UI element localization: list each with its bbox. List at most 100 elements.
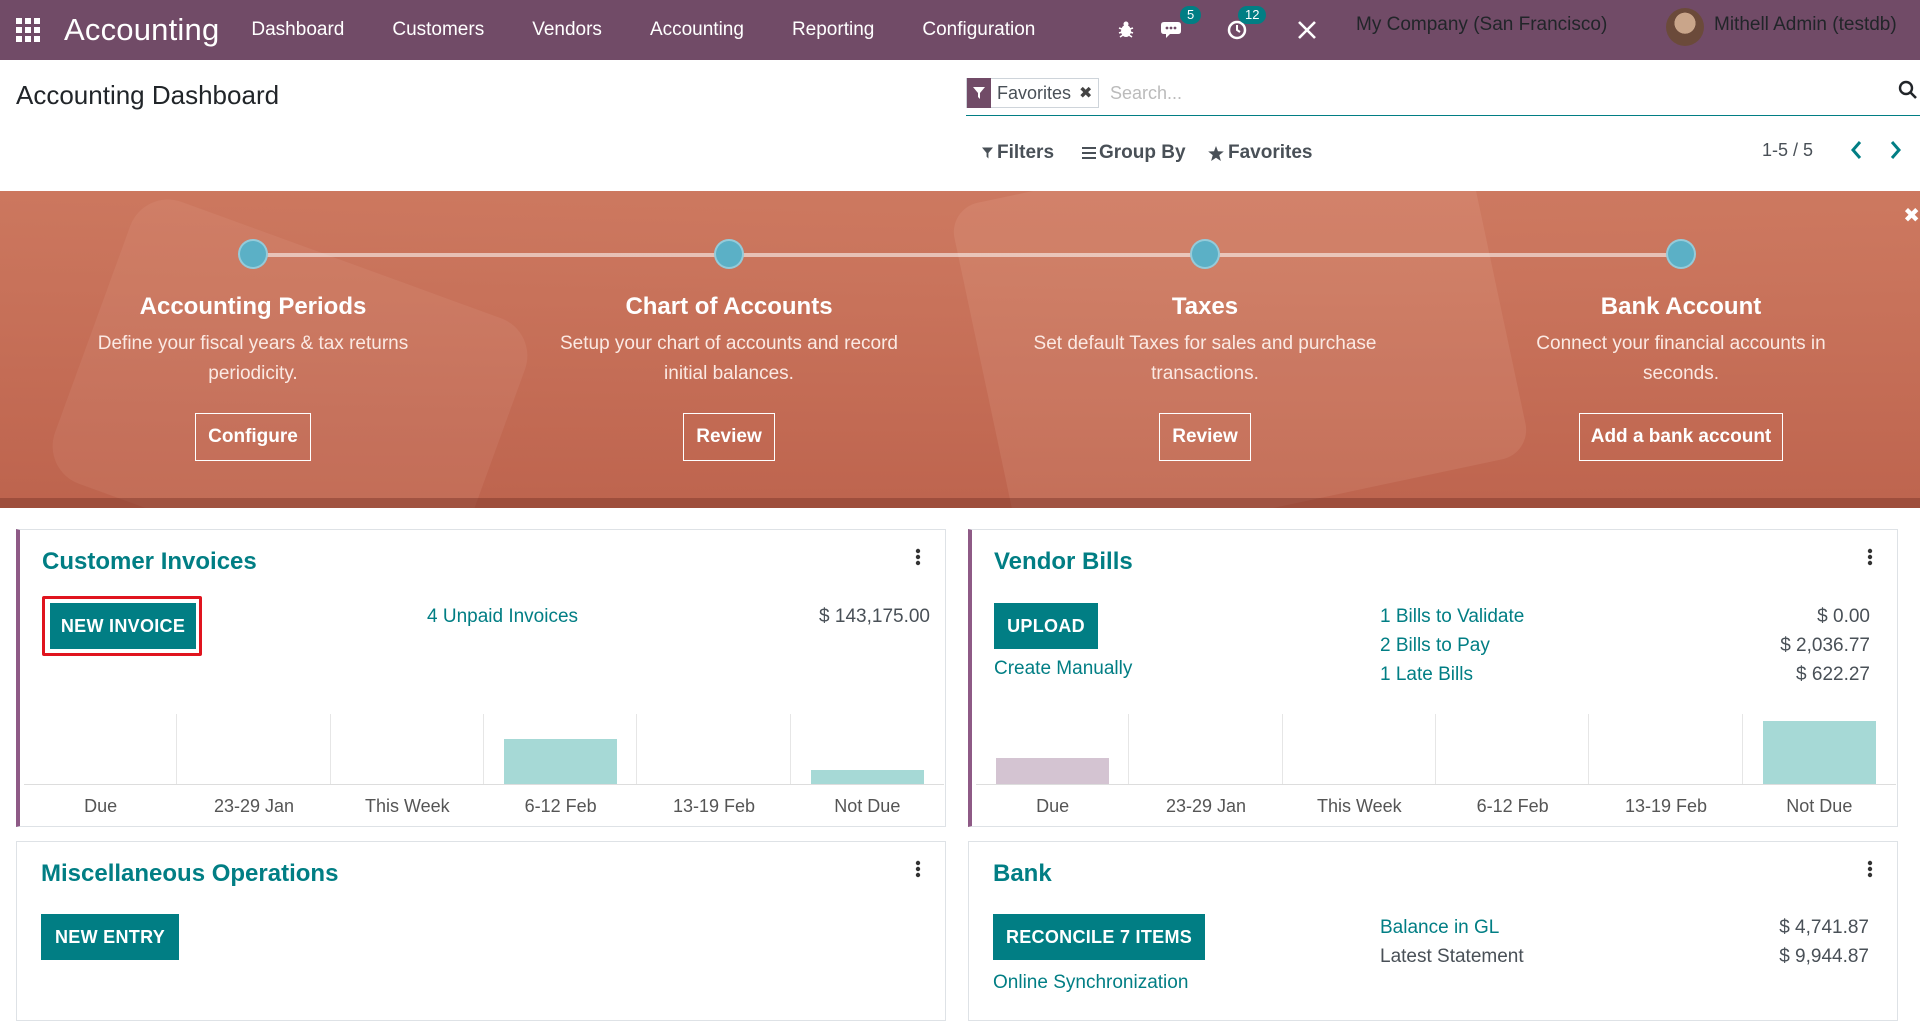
- apps-menu-icon[interactable]: [14, 16, 42, 44]
- activities-count-badge: 12: [1238, 6, 1267, 24]
- configure-button[interactable]: Configure: [195, 413, 311, 461]
- group-by-label: Group By: [1099, 142, 1186, 163]
- online-synchronization-link[interactable]: Online Synchronization: [993, 972, 1189, 993]
- vendor-bills-chart: Due 23-29 Jan This Week 6-12 Feb 13-19 Feb No…: [976, 714, 1896, 824]
- kebab-menu-icon[interactable]: [1867, 548, 1873, 571]
- card-title[interactable]: Miscellaneous Operations: [41, 860, 339, 887]
- menu-vendors[interactable]: Vendors: [532, 19, 602, 40]
- chart-category-label: 23-29 Jan: [1165, 796, 1247, 816]
- unpaid-invoices-link[interactable]: 4 Unpaid Invoices: [427, 606, 579, 627]
- kebab-menu-icon[interactable]: [1867, 860, 1873, 883]
- card-title[interactable]: Vendor Bills: [994, 548, 1133, 575]
- create-manually-link[interactable]: Create Manually: [994, 658, 1133, 679]
- user-avatar[interactable]: [1666, 8, 1704, 46]
- user-menu[interactable]: Mithell Admin (testdb): [1714, 14, 1897, 35]
- latest-statement-label: Latest Statement: [1380, 946, 1524, 967]
- chart-category-label: Not Due: [1786, 796, 1853, 816]
- search-bar: Favorites ✖: [966, 78, 1920, 116]
- chart-category-label: This Week: [1316, 796, 1402, 816]
- bills-to-pay-link[interactable]: 2 Bills to Pay: [1380, 635, 1490, 656]
- chart-bar[interactable]: [996, 758, 1110, 784]
- search-icon[interactable]: [1898, 80, 1918, 105]
- bank-card: Bank RECONCILE 7 ITEMS Online Synchroniz…: [968, 841, 1898, 1021]
- chart-category-label: This Week: [364, 796, 450, 816]
- activities-clock-icon[interactable]: [1226, 0, 1248, 60]
- late-bills-link[interactable]: 1 Late Bills: [1380, 664, 1473, 685]
- filter-funnel-icon: [982, 147, 993, 159]
- menu-accounting[interactable]: Accounting: [649, 19, 744, 40]
- chart-category-label: 13-19 Feb: [1624, 796, 1708, 816]
- pager-value[interactable]: 1-5 / 5: [1762, 140, 1814, 160]
- step-dot: [1666, 239, 1696, 269]
- bills-to-validate-link[interactable]: 1 Bills to Validate: [1380, 606, 1525, 627]
- upload-button[interactable]: UPLOAD: [994, 603, 1098, 649]
- pager-next-icon[interactable]: [1888, 138, 1904, 167]
- step-title: Bank Account: [1600, 293, 1762, 320]
- filters-button[interactable]: Filters: [982, 142, 1054, 164]
- page-title: Accounting Dashboard: [16, 80, 280, 110]
- close-icon[interactable]: ✖: [1903, 205, 1920, 227]
- chart-axis: [24, 784, 944, 785]
- step-description: Define your fiscal years & tax returns p…: [97, 333, 409, 384]
- step-description: Connect your financial accounts in secon…: [1536, 333, 1826, 384]
- menu-dashboard[interactable]: Dashboard: [251, 19, 345, 40]
- chart-bar[interactable]: [504, 739, 618, 784]
- late-bills-amount: $ 622.27: [1796, 664, 1870, 685]
- debug-bug-icon[interactable]: [1116, 0, 1136, 60]
- bars-icon: [1082, 147, 1096, 159]
- chart-category-label: Not Due: [834, 796, 901, 816]
- onboarding-progress-line: [253, 253, 1681, 257]
- chart-gridline: [1589, 714, 1743, 784]
- reconcile-button[interactable]: RECONCILE 7 ITEMS: [993, 914, 1205, 960]
- search-facet: Favorites ✖: [966, 78, 1100, 108]
- card-title[interactable]: Customer Invoices: [42, 548, 257, 575]
- chart-gridline: [331, 714, 484, 784]
- chart-gridline: [484, 714, 638, 784]
- customer-invoices-card: Customer Invoices NEW INVOICE 4 Unpaid I…: [16, 529, 946, 827]
- balance-in-gl-link[interactable]: Balance in GL: [1380, 917, 1500, 938]
- customer-invoices-chart: Due 23-29 Jan This Week 6-12 Feb 13-19 Feb No…: [24, 714, 944, 824]
- messages-count-badge: 5: [1180, 6, 1202, 24]
- chart-category-label: 6-12 Feb: [524, 796, 597, 816]
- chart-gridline: [1129, 714, 1283, 784]
- vendor-bills-card: Vendor Bills UPLOAD Create Manually 1 Bi…: [968, 529, 1898, 827]
- favorites-button[interactable]: Favorites: [1208, 142, 1312, 164]
- company-switcher[interactable]: My Company (San Francisco): [1356, 14, 1608, 35]
- chart-category-label: 6-12 Feb: [1476, 796, 1549, 816]
- chart-axis: [976, 784, 1896, 785]
- chart-gridline: [637, 714, 791, 784]
- menu-reporting[interactable]: Reporting: [791, 19, 875, 40]
- search-input[interactable]: [1108, 80, 1868, 106]
- chart-category-label: 23-29 Jan: [213, 796, 295, 816]
- highlight-box: [42, 596, 202, 656]
- chart-bar[interactable]: [810, 770, 924, 784]
- add-bank-account-button[interactable]: Add a bank account: [1579, 413, 1783, 461]
- pager-previous-icon[interactable]: [1848, 138, 1864, 167]
- kebab-menu-icon[interactable]: [915, 860, 921, 883]
- app-brand[interactable]: Accounting: [64, 12, 220, 47]
- facet-remove-icon[interactable]: ✖: [1079, 85, 1093, 102]
- filters-label: Filters: [997, 142, 1055, 163]
- new-invoice-button[interactable]: NEW INVOICE: [50, 603, 196, 649]
- chart-gridline: [976, 714, 1130, 784]
- facet-label: Favorites: [997, 82, 1072, 103]
- kebab-menu-icon[interactable]: [915, 548, 921, 571]
- step-title: Accounting Periods: [139, 293, 367, 320]
- group-by-button[interactable]: Group By: [1082, 142, 1186, 164]
- messages-icon[interactable]: [1161, 0, 1187, 60]
- review-taxes-button[interactable]: Review: [1159, 413, 1251, 461]
- top-navbar: Accounting Dashboard Customers Vendors A…: [0, 0, 1920, 60]
- onboarding-banner: Accounting Periods Define your fiscal ye…: [0, 191, 1920, 508]
- review-chart-button[interactable]: Review: [683, 413, 775, 461]
- chart-bar[interactable]: [1762, 721, 1876, 784]
- menu-configuration[interactable]: Configuration: [922, 19, 1036, 40]
- menu-customers[interactable]: Customers: [392, 19, 485, 40]
- tools-icon[interactable]: [1296, 0, 1318, 60]
- unpaid-amount: $ 143,175.00: [819, 606, 930, 627]
- new-entry-button[interactable]: NEW ENTRY: [41, 914, 179, 960]
- chart-gridline: [1436, 714, 1590, 784]
- card-title[interactable]: Bank: [993, 860, 1052, 887]
- step-description: Set default Taxes for sales and purchase…: [1033, 333, 1377, 384]
- bills-to-validate-amount: $ 0.00: [1817, 606, 1870, 627]
- balance-in-gl-amount: $ 4,741.87: [1779, 917, 1869, 938]
